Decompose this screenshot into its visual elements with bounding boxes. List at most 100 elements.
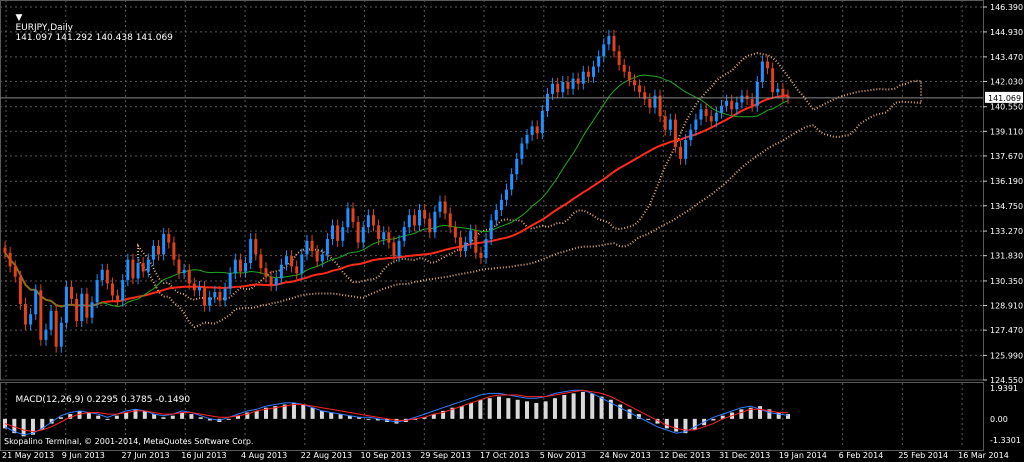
candle-body (182, 269, 186, 274)
macd-line (4, 389, 789, 436)
macd-title: MACD(12,26,9) 0.2295 0.3785 -0.1490 (15, 395, 191, 405)
candle-body (740, 95, 744, 103)
price-panel-frame (0, 0, 984, 381)
candle-body (489, 220, 493, 240)
candle-body (632, 80, 636, 86)
macd-histogram-bar (394, 418, 399, 424)
macd-histogram-bar (711, 418, 716, 421)
candle-body (90, 302, 94, 318)
macd-histogram-bar (170, 415, 175, 419)
x-tick-label: 25 Feb 2014 (898, 451, 948, 460)
candle-body (576, 78, 580, 84)
candle-body (64, 286, 68, 323)
candle-body (351, 208, 355, 223)
macd-histogram-bar (319, 410, 324, 419)
candle-body (192, 283, 196, 291)
macd-histogram-bar (739, 409, 744, 419)
candle-body (300, 254, 304, 274)
macd-histogram-bar (543, 401, 548, 419)
macd-histogram-bar (525, 401, 529, 419)
candle-body (172, 242, 176, 260)
candle-body (269, 276, 273, 286)
candle-body (484, 239, 488, 258)
candle-body (320, 254, 324, 262)
candle-body (366, 215, 370, 228)
macd-histogram-bar (58, 417, 63, 419)
candle-body (218, 292, 222, 301)
candle-body (244, 263, 248, 272)
macd-histogram-bar (40, 418, 45, 430)
signal-line (4, 389, 789, 433)
macd-histogram-bar (683, 418, 688, 434)
candle-body (418, 210, 422, 226)
candle-body (592, 66, 596, 77)
candle-body (571, 78, 575, 89)
candle-body (80, 293, 84, 322)
candle-body (679, 146, 683, 159)
candle-body (100, 269, 104, 281)
candle-body (520, 143, 524, 159)
candle-body (494, 210, 498, 221)
candle-body (23, 303, 27, 325)
macd-histogram-bar (664, 418, 669, 429)
candle-body (535, 126, 539, 134)
candle-body (448, 213, 452, 228)
y-tick-label: 140.550 (990, 103, 1023, 112)
x-tick-label: 16 Mar 2014 (958, 451, 1009, 460)
macd-histogram-bar (366, 418, 371, 420)
macd-panel-frame (0, 382, 984, 451)
y-tick-label: 137.670 (990, 152, 1023, 161)
candle-body (776, 88, 780, 93)
candle-body (612, 35, 616, 52)
x-tick-label: 5 Nov 2013 (540, 451, 586, 460)
candle-body (714, 112, 718, 122)
candle-body (505, 189, 509, 200)
y-tick-label: 146.390 (990, 3, 1023, 12)
macd-histogram-bar (49, 418, 54, 424)
candle-body (382, 232, 386, 240)
candle-body (469, 230, 473, 243)
candle-body (766, 61, 770, 69)
candle-body (750, 99, 754, 106)
candle-body (110, 283, 114, 296)
x-tick-label: 9 Jun 2013 (62, 451, 105, 460)
candle-body (586, 71, 590, 77)
dropdown-arrow-icon[interactable]: ▼ (15, 13, 23, 23)
candle-body (673, 119, 677, 147)
macd-histogram-bar (618, 404, 623, 419)
macd-histogram-bar (310, 407, 315, 419)
candle-body (3, 247, 7, 253)
y-tick-label: 125.990 (990, 351, 1023, 360)
x-tick-label: 24 Nov 2013 (600, 451, 651, 460)
macd-histogram-bar (114, 415, 119, 419)
macd-histogram-bar (431, 414, 436, 419)
candle-body (356, 222, 360, 243)
candle-body (556, 83, 560, 93)
candle-body (433, 211, 437, 233)
candle-body (157, 245, 161, 255)
candle-body (70, 286, 74, 299)
candle-body (162, 233, 166, 255)
candle-body (617, 51, 621, 65)
x-tick-label: 19 Jan 2014 (779, 451, 827, 460)
candle-body (228, 273, 232, 289)
candle-body (223, 288, 227, 301)
candle-body (694, 119, 698, 130)
macd-histogram-bar (748, 407, 753, 419)
candle-body (627, 71, 631, 81)
macd-histogram-bar (776, 412, 781, 419)
macd-histogram-bar (236, 415, 241, 419)
macd-histogram-bar (515, 399, 520, 419)
macd-histogram-bar (86, 412, 91, 419)
macd-histogram-bar (627, 409, 632, 419)
macd-histogram-bar (720, 415, 725, 419)
candle-body (295, 266, 299, 274)
macd-histogram-bar (375, 418, 380, 421)
candle-body (197, 286, 201, 291)
candle-body (653, 95, 657, 108)
macd-histogram-bar (161, 417, 166, 419)
macd-histogram-bar (786, 414, 790, 419)
watermark: Skopalino Terminal, © 2001-2014, MetaQuo… (4, 437, 254, 446)
